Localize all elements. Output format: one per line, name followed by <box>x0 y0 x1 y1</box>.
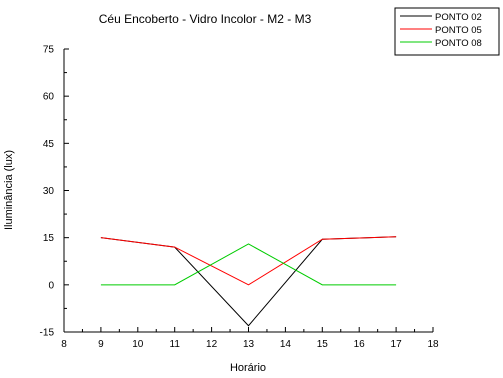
y-tick-label: 45 <box>43 139 55 150</box>
y-tick-label: 0 <box>48 280 54 291</box>
series-line-ponto-02 <box>100 236 397 327</box>
y-tick-label: -15 <box>40 328 55 339</box>
y-tick-label: 60 <box>43 92 55 103</box>
legend-label: PONTO 02 <box>435 12 482 23</box>
x-tick-label: 9 <box>98 339 104 350</box>
chart-title: Céu Encoberto - Vidro Incolor - M2 - M3 <box>99 12 312 26</box>
x-tick-label: 11 <box>170 339 181 350</box>
x-tick-label: 16 <box>354 339 366 350</box>
legend-label: PONTO 08 <box>435 38 482 49</box>
y-axis-label: Iluminância (lux) <box>3 150 15 230</box>
x-tick-label: 8 <box>61 339 67 350</box>
y-tick-label: 15 <box>43 233 55 244</box>
legend: PONTO 02 PONTO 05 PONTO 08 <box>394 7 500 56</box>
x-tick-label: 10 <box>132 339 144 350</box>
x-tick-label: 17 <box>391 339 403 350</box>
x-tick-label: 13 <box>243 339 255 350</box>
legend-label: PONTO 05 <box>435 25 482 36</box>
series-line-ponto-05 <box>100 236 397 286</box>
x-axis-label: Horário <box>230 362 266 374</box>
x-tick-label: 18 <box>427 339 439 350</box>
y-tick-label: 30 <box>43 186 55 197</box>
plot-axes: 8 9 10 11 12 13 14 15 16 17 18 -15 0 15 30 45 60 75 <box>40 45 439 351</box>
plot-series <box>100 236 397 327</box>
x-tick-label: 12 <box>206 339 218 350</box>
x-tick-label: 15 <box>317 339 329 350</box>
x-tick-label: 14 <box>280 339 292 350</box>
y-tick-label: 75 <box>43 45 55 56</box>
series-line-ponto-08 <box>100 243 397 286</box>
